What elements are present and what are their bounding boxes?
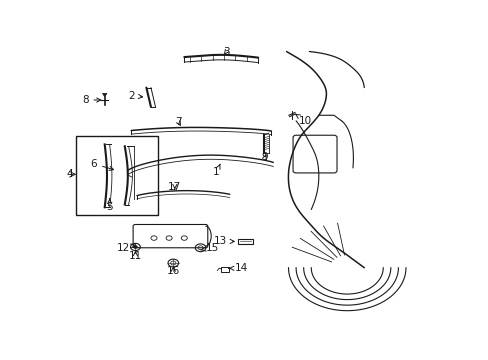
Text: 9: 9 [261,152,268,162]
Text: 5: 5 [106,199,113,212]
Text: 8: 8 [81,95,101,105]
Text: 6: 6 [90,159,113,170]
Text: 11: 11 [128,251,142,261]
Text: 14: 14 [228,263,247,273]
Text: 4: 4 [66,169,73,179]
Text: 15: 15 [201,243,219,253]
Text: 16: 16 [166,266,180,276]
Text: 10: 10 [295,114,312,126]
Circle shape [133,246,137,248]
Text: 12: 12 [117,243,135,253]
Bar [76,136,158,215]
Bar [238,239,252,244]
Text: 7: 7 [175,117,182,127]
Polygon shape [102,93,107,97]
Text: 2: 2 [128,91,142,101]
Text: 17: 17 [168,181,181,192]
Text: 3: 3 [222,47,229,57]
Bar [221,267,229,272]
Text: 13: 13 [213,237,234,246]
Text: 1: 1 [213,164,220,177]
